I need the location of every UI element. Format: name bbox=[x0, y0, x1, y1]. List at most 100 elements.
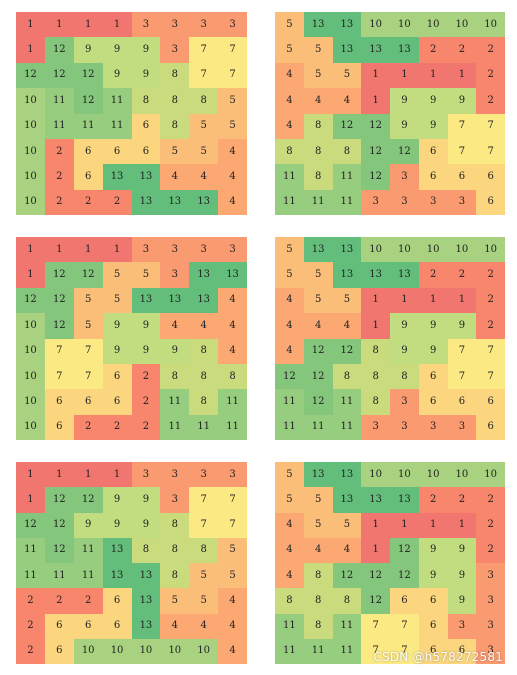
puzzle-grid-3: 1 1 1 1 3 3 3 3 1 12 12 5 5 3 13 13 12 12 5 5 13 13 13 4 10 12 5 9 9… bbox=[16, 237, 247, 440]
grid-cell: 12 bbox=[16, 62, 45, 89]
grid-cell: 6 bbox=[418, 363, 448, 390]
grid-cell: 4 bbox=[218, 189, 247, 215]
grid-cell: 13 bbox=[332, 12, 362, 38]
grid-cell: 12 bbox=[361, 113, 390, 139]
grid-cell: 4 bbox=[275, 287, 304, 314]
grid-cell: 6 bbox=[44, 414, 74, 440]
grid-cell: 4 bbox=[332, 313, 362, 339]
grid-cell: 12 bbox=[390, 138, 419, 165]
grid-cell: 8 bbox=[332, 363, 362, 390]
grid-cell: 6 bbox=[131, 113, 161, 139]
grid-cell: 13 bbox=[332, 262, 362, 288]
grid-cell: 5 bbox=[275, 12, 304, 38]
grid-cell: 11 bbox=[332, 414, 362, 440]
grid-cell: 12 bbox=[361, 138, 390, 165]
grid-cell: 10 bbox=[476, 462, 505, 488]
grid-cell: 4 bbox=[275, 537, 304, 563]
grid-cell: 7 bbox=[189, 487, 219, 513]
grid-cell: 5 bbox=[303, 287, 333, 314]
grid-cell: 9 bbox=[390, 113, 419, 139]
grid-cell: 10 bbox=[16, 113, 45, 139]
grid-cell: 2 bbox=[418, 262, 448, 288]
grid-cell: 3 bbox=[189, 237, 219, 263]
grid-cell: 3 bbox=[218, 12, 247, 38]
grid-cell: 2 bbox=[418, 487, 448, 513]
grid-cell: 5 bbox=[218, 563, 247, 589]
grid-cell: 5 bbox=[102, 262, 132, 288]
grid-cell: 7 bbox=[476, 138, 505, 165]
grid-cell: 9 bbox=[418, 313, 448, 339]
grid-cell: 10 bbox=[476, 12, 505, 38]
puzzle-grid-2: 5 13 13 10 10 10 10 10 5 5 13 13 13 2 2 2 4 5 5 1 1 1 1 2 4 4 4 1 9 9… bbox=[275, 12, 505, 215]
grid-cell: 9 bbox=[102, 62, 132, 89]
grid-cell: 7 bbox=[44, 363, 74, 390]
grid-cell: 1 bbox=[361, 287, 390, 314]
grid-cell: 8 bbox=[218, 363, 247, 390]
grid-cell: 9 bbox=[102, 487, 132, 513]
grid-cell: 12 bbox=[332, 113, 362, 139]
grid-cell: 2 bbox=[476, 88, 505, 114]
grid-cell: 5 bbox=[275, 37, 304, 63]
grid-cell: 5 bbox=[303, 37, 333, 63]
grid-cell: 9 bbox=[102, 338, 132, 364]
grid-cell: 8 bbox=[131, 537, 161, 563]
grid-cell: 11 bbox=[332, 389, 362, 415]
grid-cell: 4 bbox=[218, 338, 247, 364]
grid-cell: 8 bbox=[361, 389, 390, 415]
grid-cell: 4 bbox=[189, 313, 219, 339]
grid-cell: 1 bbox=[447, 62, 477, 89]
grid-cell: 1 bbox=[44, 237, 74, 263]
grid-cell: 4 bbox=[218, 313, 247, 339]
grid-cell: 3 bbox=[447, 613, 477, 639]
grid-cell: 9 bbox=[390, 88, 419, 114]
grid-cell: 13 bbox=[303, 462, 333, 488]
grid-cell: 1 bbox=[390, 287, 419, 314]
grid-cell: 11 bbox=[218, 389, 247, 415]
grid-cell: 9 bbox=[447, 88, 477, 114]
grid-cell: 9 bbox=[131, 338, 161, 364]
grid-cell: 8 bbox=[303, 563, 333, 589]
grid-cell: 12 bbox=[275, 363, 304, 390]
grid-cell: 10 bbox=[390, 462, 419, 488]
grid-cell: 12 bbox=[73, 62, 103, 89]
grid-cell: 13 bbox=[131, 287, 161, 314]
grid-cell: 10 bbox=[16, 138, 45, 165]
grid-cell: 5 bbox=[218, 537, 247, 563]
grid-cell: 13 bbox=[332, 237, 362, 263]
grid-cell: 11 bbox=[303, 638, 333, 664]
grid-cell: 11 bbox=[332, 638, 362, 664]
grid-cell: 8 bbox=[275, 138, 304, 165]
grid-cell: 12 bbox=[332, 563, 362, 589]
grid-cell: 13 bbox=[361, 487, 390, 513]
grid-cell: 3 bbox=[131, 462, 161, 488]
grid-cell: 8 bbox=[160, 537, 190, 563]
grid-cell: 6 bbox=[102, 389, 132, 415]
grid-cell: 3 bbox=[131, 12, 161, 38]
grid-cell: 12 bbox=[361, 588, 390, 614]
grid-cell: 10 bbox=[16, 88, 45, 114]
grid-cell: 13 bbox=[303, 12, 333, 38]
grid-cell: 5 bbox=[332, 62, 362, 89]
grid-cell: 11 bbox=[102, 113, 132, 139]
grid-cell: 13 bbox=[131, 588, 161, 614]
grid-cell: 9 bbox=[390, 313, 419, 339]
grid-cell: 1 bbox=[361, 537, 390, 563]
grid-cell: 7 bbox=[361, 638, 390, 664]
grid-cell: 4 bbox=[218, 613, 247, 639]
grid-cell: 8 bbox=[189, 338, 219, 364]
grid-cell: 7 bbox=[218, 37, 247, 63]
grid-cell: 2 bbox=[447, 37, 477, 63]
grid-cell: 5 bbox=[189, 588, 219, 614]
grid-cell: 11 bbox=[44, 563, 74, 589]
grid-cell: 5 bbox=[189, 138, 219, 165]
grid-cell: 6 bbox=[447, 389, 477, 415]
grid-cell: 2 bbox=[73, 189, 103, 215]
grid-cell: 5 bbox=[131, 262, 161, 288]
grid-cell: 2 bbox=[44, 189, 74, 215]
grid-cell: 2 bbox=[16, 613, 45, 639]
grid-cell: 9 bbox=[73, 37, 103, 63]
grid-cell: 7 bbox=[218, 62, 247, 89]
grid-cell: 2 bbox=[131, 414, 161, 440]
grid-cell: 7 bbox=[189, 512, 219, 538]
grid-cell: 7 bbox=[73, 338, 103, 364]
